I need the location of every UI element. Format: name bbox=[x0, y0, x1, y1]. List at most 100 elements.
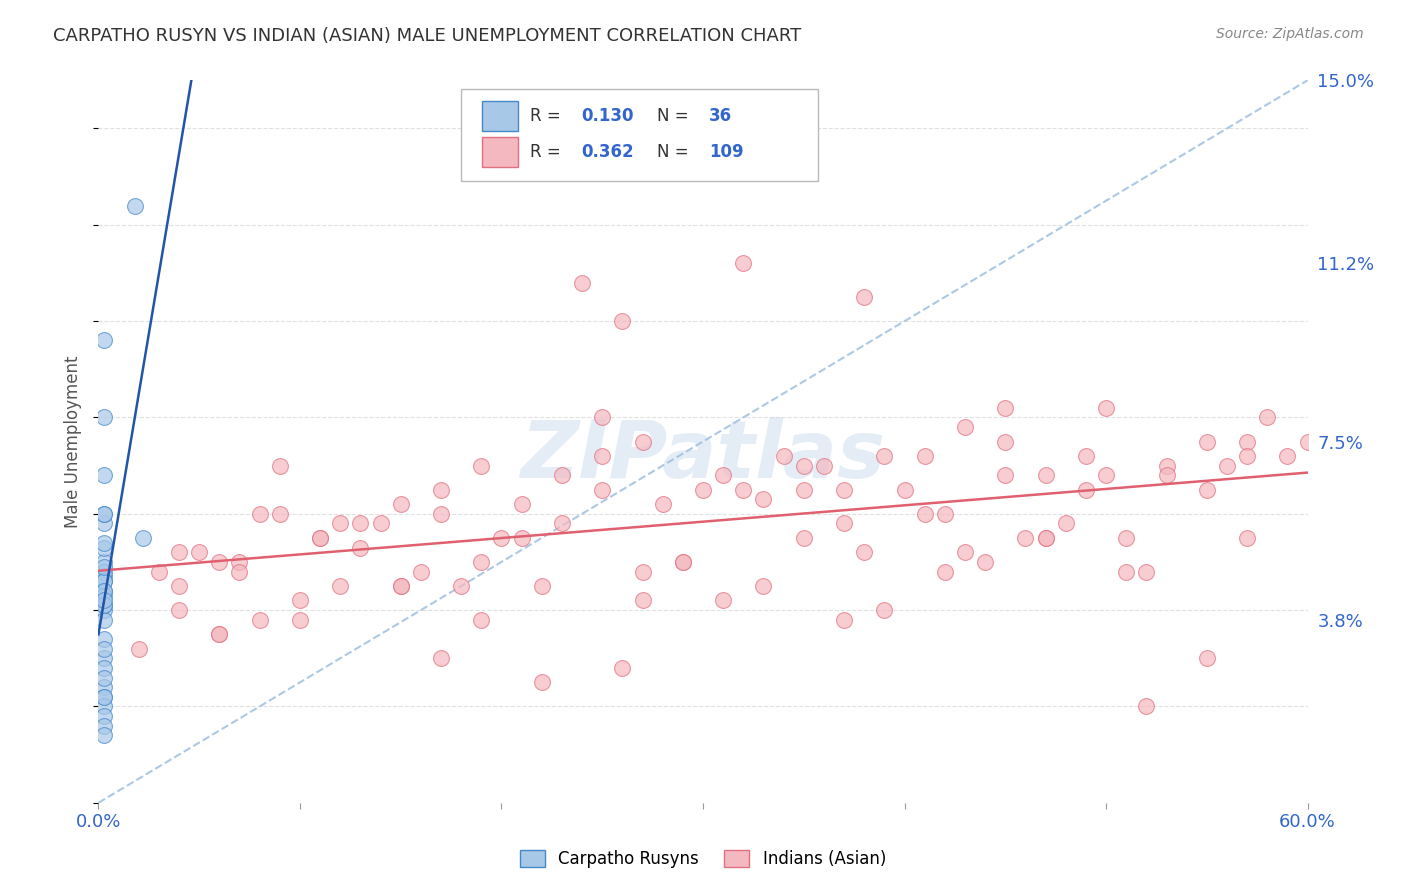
Point bbox=[329, 579, 352, 593]
Text: N =: N = bbox=[657, 143, 695, 161]
Point bbox=[1296, 434, 1319, 449]
Point bbox=[93, 728, 115, 742]
Point bbox=[974, 555, 997, 569]
FancyBboxPatch shape bbox=[482, 136, 517, 167]
Point bbox=[93, 410, 115, 425]
Point bbox=[124, 198, 146, 212]
Point bbox=[752, 579, 775, 593]
Point bbox=[93, 334, 115, 348]
Point bbox=[349, 541, 371, 555]
Point bbox=[1135, 565, 1157, 579]
Point bbox=[370, 516, 392, 531]
Point bbox=[1195, 434, 1218, 449]
Text: 0.362: 0.362 bbox=[581, 143, 634, 161]
Point bbox=[93, 583, 115, 598]
Point bbox=[1236, 531, 1258, 545]
Point bbox=[893, 483, 915, 497]
Point bbox=[793, 458, 815, 473]
Point bbox=[1277, 449, 1299, 463]
Point bbox=[128, 641, 150, 656]
Point bbox=[93, 565, 115, 579]
Point bbox=[470, 555, 492, 569]
Point bbox=[1095, 468, 1118, 483]
Point bbox=[1236, 449, 1258, 463]
Point bbox=[93, 599, 115, 613]
Point bbox=[914, 449, 936, 463]
Point bbox=[772, 449, 794, 463]
Point bbox=[1156, 458, 1178, 473]
Point bbox=[93, 709, 115, 723]
Point bbox=[430, 483, 453, 497]
Point bbox=[93, 516, 115, 531]
Text: CARPATHO RUSYN VS INDIAN (ASIAN) MALE UNEMPLOYMENT CORRELATION CHART: CARPATHO RUSYN VS INDIAN (ASIAN) MALE UN… bbox=[53, 27, 801, 45]
Point bbox=[93, 541, 115, 555]
Point bbox=[591, 483, 613, 497]
Point bbox=[994, 434, 1017, 449]
Point bbox=[711, 593, 734, 607]
Point bbox=[93, 661, 115, 675]
Point bbox=[711, 468, 734, 483]
Point bbox=[1054, 516, 1077, 531]
Point bbox=[793, 531, 815, 545]
Point bbox=[208, 555, 231, 569]
Point bbox=[1035, 531, 1057, 545]
Point bbox=[1035, 468, 1057, 483]
Point bbox=[934, 507, 956, 521]
Point bbox=[430, 507, 453, 521]
Point bbox=[288, 593, 311, 607]
Point bbox=[612, 314, 634, 328]
Point bbox=[93, 680, 115, 694]
Point bbox=[93, 559, 115, 574]
Point bbox=[167, 579, 190, 593]
Point bbox=[208, 627, 231, 641]
Point bbox=[1115, 531, 1137, 545]
Point bbox=[93, 603, 115, 617]
Point bbox=[288, 613, 311, 627]
Point bbox=[269, 507, 291, 521]
Point bbox=[1195, 651, 1218, 665]
Point bbox=[167, 603, 190, 617]
Point bbox=[530, 675, 553, 690]
Point bbox=[309, 531, 332, 545]
Point bbox=[571, 276, 593, 290]
Point bbox=[93, 535, 115, 549]
Point bbox=[813, 458, 835, 473]
Point bbox=[228, 565, 250, 579]
Point bbox=[148, 565, 170, 579]
Point bbox=[1195, 483, 1218, 497]
Point bbox=[953, 420, 976, 434]
Point bbox=[93, 641, 115, 656]
Point bbox=[752, 492, 775, 507]
Text: N =: N = bbox=[657, 107, 695, 125]
Point bbox=[1236, 434, 1258, 449]
Point bbox=[228, 555, 250, 569]
Point bbox=[249, 613, 271, 627]
Point bbox=[132, 531, 155, 545]
Point bbox=[1014, 531, 1036, 545]
Point bbox=[93, 583, 115, 598]
Point bbox=[389, 579, 412, 593]
Point bbox=[93, 671, 115, 685]
Point bbox=[591, 410, 613, 425]
Point bbox=[93, 690, 115, 704]
Point bbox=[93, 593, 115, 607]
Point bbox=[793, 483, 815, 497]
Point bbox=[672, 555, 695, 569]
Point bbox=[93, 699, 115, 714]
Point bbox=[1135, 699, 1157, 714]
Point bbox=[93, 613, 115, 627]
Point bbox=[1035, 531, 1057, 545]
Legend: Carpatho Rusyns, Indians (Asian): Carpatho Rusyns, Indians (Asian) bbox=[513, 843, 893, 875]
Point bbox=[329, 516, 352, 531]
Point bbox=[1216, 458, 1239, 473]
Text: R =: R = bbox=[530, 107, 567, 125]
Point bbox=[873, 449, 896, 463]
Point bbox=[93, 507, 115, 521]
Point bbox=[551, 516, 574, 531]
Point bbox=[1256, 410, 1278, 425]
Point bbox=[389, 579, 412, 593]
Point bbox=[692, 483, 714, 497]
Point bbox=[93, 589, 115, 603]
Point bbox=[832, 613, 855, 627]
Point bbox=[93, 651, 115, 665]
